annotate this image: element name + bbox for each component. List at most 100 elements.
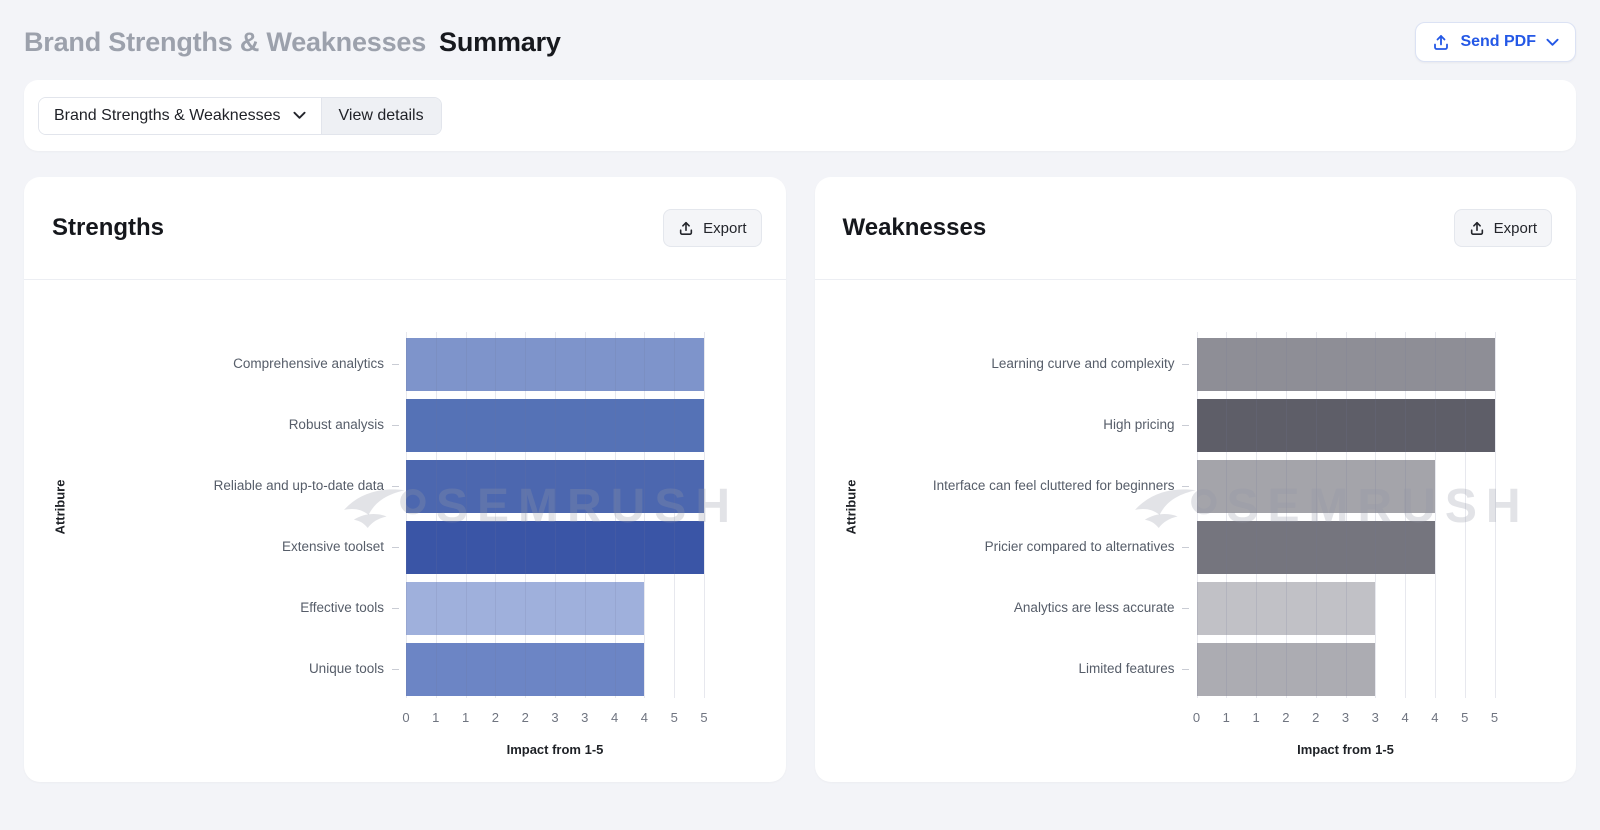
strengths-export-button[interactable]: Export (663, 209, 762, 247)
bar-track (1196, 582, 1495, 635)
bar-row: Limited features (815, 643, 1577, 696)
bar[interactable] (406, 338, 704, 391)
category-label: Reliable and up-to-date data (213, 478, 384, 494)
page-title-summary: Summary (439, 26, 561, 57)
report-toolbar: Brand Strengths & Weaknesses View detail… (24, 80, 1576, 151)
x-tick-label: 1 (1252, 710, 1260, 725)
bar-rows: Learning curve and complexity High pricin… (815, 338, 1577, 704)
bar-track (1196, 643, 1495, 696)
chevron-down-icon (292, 107, 306, 125)
x-tick-label: 0 (402, 710, 410, 725)
bar-rows: Comprehensive analytics Robust analysis Re… (24, 338, 786, 704)
send-pdf-label: Send PDF (1460, 33, 1536, 50)
x-tick-labels: 0 1 1 2 2 3 3 4 4 5 5 (402, 710, 708, 726)
category-label: Interface can feel cluttered for beginne… (932, 478, 1175, 494)
category-tick-mark (1175, 608, 1197, 609)
bar[interactable] (406, 643, 645, 696)
bar-row: Comprehensive analytics (24, 338, 786, 391)
chevron-down-icon (1546, 38, 1559, 47)
bar[interactable] (406, 399, 704, 452)
bar[interactable] (1196, 582, 1376, 635)
x-tick-label: 5 (1461, 710, 1469, 725)
bar-track (406, 521, 704, 574)
report-selector-value: Brand Strengths & Weaknesses (54, 106, 281, 124)
page-title: Brand Strengths & Weaknesses Summary (24, 27, 561, 58)
bar[interactable] (1196, 460, 1435, 513)
page-header: Brand Strengths & Weaknesses Summary Sen… (0, 0, 1600, 80)
export-label: Export (1493, 219, 1537, 237)
bar-row: Pricier compared to alternatives (815, 521, 1577, 574)
category-tick-mark (1175, 547, 1197, 548)
x-tick-label: 2 (521, 710, 529, 725)
bar[interactable] (406, 521, 704, 574)
bar[interactable] (1196, 521, 1435, 574)
bar-track (406, 399, 704, 452)
charts-row: Strengths Export Attribure Comprehensive… (24, 177, 1576, 782)
bar-row: Robust analysis (24, 399, 786, 452)
category-label: High pricing (1103, 417, 1175, 433)
x-tick-labels: 0 1 1 2 2 3 3 4 4 5 5 (1193, 710, 1499, 726)
x-tick-label: 0 (1192, 710, 1201, 725)
strengths-card-header: Strengths Export (24, 177, 786, 280)
weaknesses-title: Weaknesses (842, 214, 987, 241)
strengths-chart: Attribure Comprehensive analytics Robust … (24, 280, 786, 781)
strengths-card: Strengths Export Attribure Comprehensive… (24, 177, 786, 782)
bar-track (406, 460, 704, 513)
bar-row: Interface can feel cluttered for beginne… (815, 460, 1577, 513)
category-label: Learning curve and complexity (991, 356, 1175, 372)
bar[interactable] (406, 460, 704, 513)
category-label: Unique tools (308, 661, 384, 677)
category-tick-mark (1175, 364, 1197, 365)
category-tick-mark (1175, 425, 1197, 426)
x-tick-label: 1 (432, 710, 440, 725)
weaknesses-card-header: Weaknesses Export (814, 177, 1576, 280)
bar-row: Reliable and up-to-date data (24, 460, 786, 513)
category-tick-mark (384, 608, 406, 609)
category-tick-mark (384, 547, 406, 548)
bar-track (1196, 338, 1495, 391)
send-pdf-button[interactable]: Send PDF (1415, 22, 1576, 62)
bar-row: Unique tools (24, 643, 786, 696)
bar[interactable] (1196, 643, 1376, 696)
weaknesses-chart: Attribure Learning curve and complexity H… (815, 280, 1577, 781)
bar-track (406, 338, 704, 391)
upload-icon (1469, 220, 1485, 236)
bar-row: Learning curve and complexity (815, 338, 1577, 391)
category-tick-mark (384, 669, 406, 670)
bar[interactable] (1196, 338, 1495, 391)
category-tick-mark (1175, 669, 1197, 670)
bar[interactable] (1196, 399, 1495, 452)
bar-track (1196, 399, 1495, 452)
x-tick-label: 3 (1341, 710, 1350, 725)
bar-row: Effective tools (24, 582, 786, 635)
x-tick-label: 4 (610, 710, 619, 725)
x-tick-label: 5 (1490, 710, 1499, 725)
x-tick-label: 3 (581, 710, 589, 725)
bar-track (406, 582, 704, 635)
category-tick-mark (384, 364, 406, 365)
view-details-button[interactable]: View details (321, 97, 441, 134)
category-tick-mark (1175, 486, 1197, 487)
bar-track (406, 643, 704, 696)
category-label: Pricier compared to alternatives (984, 539, 1175, 555)
bar-row: Extensive toolset (24, 521, 786, 574)
category-label: Limited features (1078, 661, 1175, 677)
x-tick-label: 3 (551, 710, 559, 725)
x-tick-label: 2 (1312, 710, 1320, 725)
bar-row: High pricing (815, 399, 1577, 452)
upload-icon (678, 220, 694, 236)
weaknesses-export-button[interactable]: Export (1453, 209, 1552, 247)
bar-row: Analytics are less accurate (815, 582, 1577, 635)
bar[interactable] (406, 582, 645, 635)
x-axis-label: Impact from 1-5 (1297, 742, 1394, 757)
upload-icon (1432, 33, 1450, 51)
category-label: Analytics are less accurate (1013, 600, 1175, 616)
category-label: Effective tools (300, 600, 384, 616)
x-tick-label: 3 (1371, 710, 1379, 725)
x-tick-label: 1 (461, 710, 470, 725)
view-details-label: View details (338, 106, 424, 124)
report-selector-dropdown[interactable]: Brand Strengths & Weaknesses (39, 97, 322, 134)
x-tick-label: 5 (700, 710, 708, 725)
category-label: Robust analysis (288, 417, 384, 433)
strengths-title: Strengths (52, 214, 165, 241)
